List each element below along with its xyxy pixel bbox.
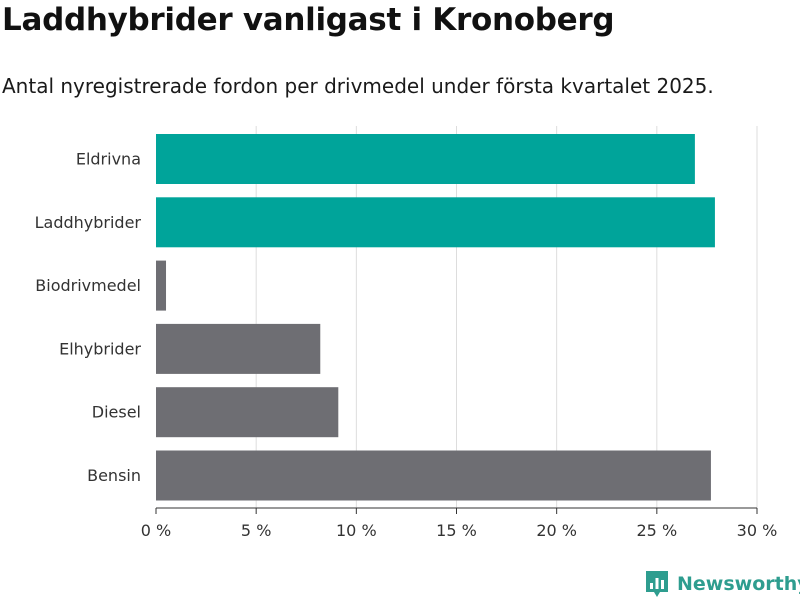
- category-label: Bensin: [87, 466, 141, 485]
- x-tick-label: 30 %: [737, 521, 778, 540]
- x-tick-label: 0 %: [141, 521, 171, 540]
- category-label: Laddhybrider: [35, 213, 142, 232]
- bar: [156, 450, 711, 501]
- x-tick-label: 10 %: [336, 521, 377, 540]
- x-tick-label: 25 %: [637, 521, 678, 540]
- chart-subtitle: Antal nyregistrerade fordon per drivmede…: [2, 74, 714, 98]
- category-label: Diesel: [92, 403, 141, 422]
- bar: [156, 323, 321, 374]
- bar: [156, 260, 167, 311]
- brand-name: Newsworthy: [677, 573, 800, 595]
- newsworthy-logo-icon: [646, 571, 668, 597]
- brand-logo: Newsworthy: [644, 569, 800, 599]
- bar: [156, 134, 695, 184]
- bar: [156, 197, 715, 248]
- x-tick-label: 5 %: [241, 521, 271, 540]
- bar: [156, 387, 339, 438]
- x-tick-label: 15 %: [436, 521, 477, 540]
- category-label: Biodrivmedel: [35, 276, 141, 295]
- category-label: Elhybrider: [59, 339, 141, 358]
- x-tick-label: 20 %: [536, 521, 577, 540]
- chart-title: Laddhybrider vanligast i Kronoberg: [2, 2, 615, 38]
- category-label: Eldrivna: [76, 150, 141, 169]
